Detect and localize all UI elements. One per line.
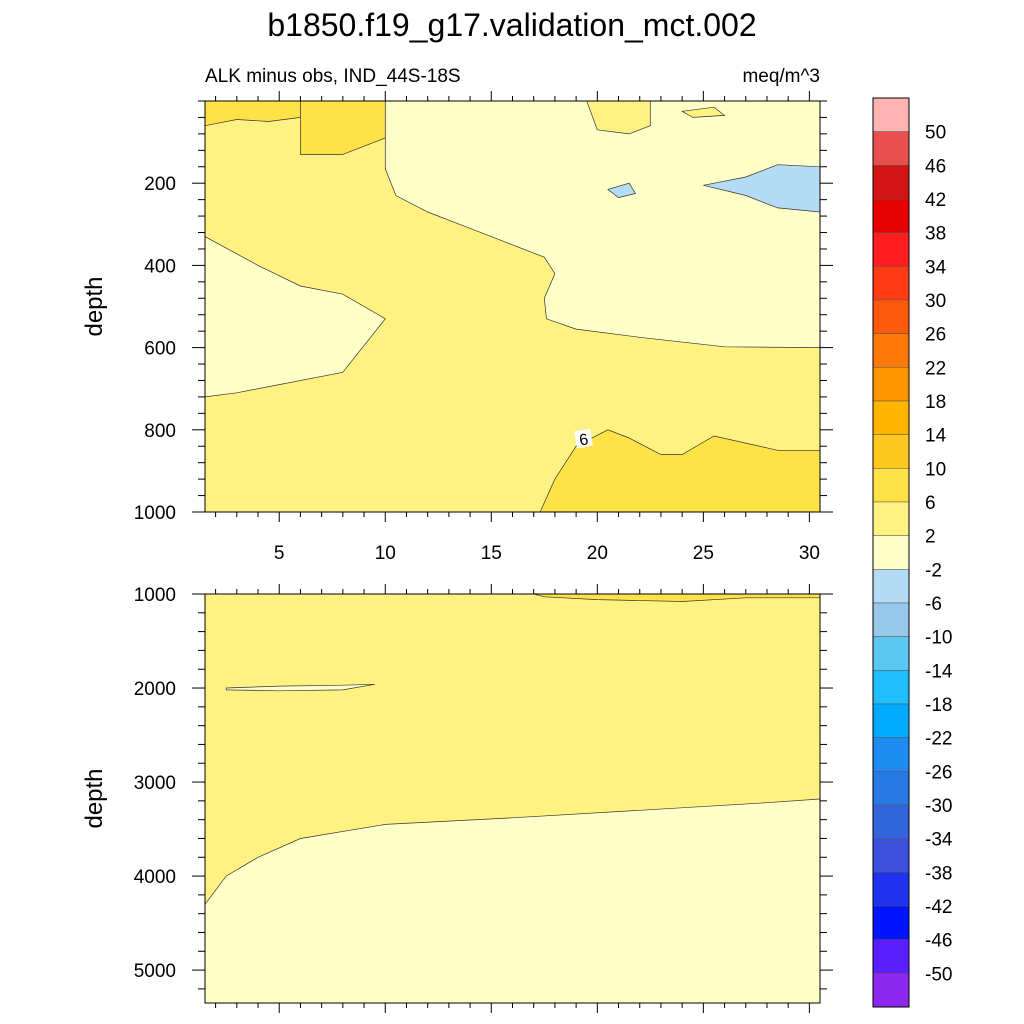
colorbar-label: 42 [925, 190, 946, 211]
colorbar-label: 6 [925, 493, 936, 514]
colorbar-label: 10 [925, 459, 946, 480]
colorbar-swatch [872, 939, 910, 974]
lower-y-axis-title: depth [81, 768, 108, 828]
lower-panel: 1000 2000 3000 4000 5000 depth [81, 584, 833, 1013]
colorbar-swatch [872, 434, 910, 469]
chart-title: b1850.f19_g17.validation_mct.002 [267, 7, 756, 43]
colorbar-label: 26 [925, 325, 946, 346]
contour-label: 6 [578, 431, 590, 449]
lower-contour-region-2 [225, 683, 375, 692]
upper-contour-region-2 [300, 101, 386, 155]
colorbar-swatch [872, 400, 910, 435]
colorbar-label: -6 [925, 594, 942, 615]
colorbar-swatch [872, 468, 910, 503]
upper-y-tick-label: 800 [144, 421, 176, 442]
upper-contour-region-1 [205, 101, 301, 127]
colorbar-label: -22 [925, 729, 952, 750]
upper-x-tick-label: 10 [375, 543, 396, 564]
lower-contour-region-3 [533, 594, 820, 602]
subtitle-left: ALK minus obs, IND_44S-18S [205, 66, 461, 87]
colorbar-label: -34 [925, 830, 953, 851]
colorbar-label: 50 [925, 123, 946, 144]
upper-contour-region-6 [586, 101, 651, 135]
colorbar-label: -14 [925, 661, 953, 682]
colorbar-swatch [872, 131, 910, 166]
upper-contour-region-7 [681, 106, 726, 118]
colorbar-label: -10 [925, 628, 952, 649]
upper-y-tick-label: 600 [144, 339, 176, 360]
contour-label-background [574, 428, 593, 449]
colorbar-label: -38 [925, 863, 952, 884]
colorbar-label: -2 [925, 560, 942, 581]
upper-contour-region-4 [703, 164, 820, 213]
colorbar-label: 46 [925, 156, 946, 177]
upper-x-tick-label: 25 [693, 543, 714, 564]
colorbar-swatch [872, 266, 910, 301]
colorbar-swatch [872, 333, 910, 368]
colorbar-swatch [872, 602, 910, 637]
colorbar-label: 30 [925, 291, 946, 312]
upper-y-tick-label: 200 [144, 174, 176, 195]
upper-x-tick-label: 15 [481, 543, 502, 564]
colorbar-swatch [872, 838, 910, 873]
colorbar-swatch [872, 703, 910, 738]
colorbar-label: -30 [925, 796, 952, 817]
lower-y-tick-label: 1000 [134, 585, 176, 606]
upper-panel: 5 10 15 20 25 30 200 400 600 800 1000 depth 6 [81, 91, 833, 564]
colorbar: 50 46 42 38 34 30 26 22 18 14 10 6 2 -2 -6 -10 -14 -18 -22… [872, 97, 953, 1008]
upper-contour-region-9 [539, 429, 820, 512]
colorbar-swatch [872, 299, 910, 334]
upper-contour-region-3 [384, 101, 820, 348]
colorbar-label: -18 [925, 695, 952, 716]
colorbar-label: 14 [925, 426, 947, 447]
upper-contour-region-8 [205, 236, 386, 398]
colorbar-swatch [872, 535, 910, 570]
upper-contour-region-5 [607, 182, 637, 198]
lower-y-tick-label: 5000 [134, 961, 176, 982]
lower-y-tick-label: 2000 [134, 679, 176, 700]
colorbar-swatch [872, 501, 910, 536]
colorbar-swatch [872, 771, 910, 806]
colorbar-label: -26 [925, 762, 952, 783]
upper-x-tick-label: 5 [274, 543, 285, 564]
colorbar-label: -42 [925, 897, 952, 918]
colorbar-swatch [872, 569, 910, 604]
colorbar-swatch [872, 367, 910, 402]
colorbar-swatch [872, 973, 910, 1008]
lower-y-tick-label: 3000 [134, 773, 176, 794]
colorbar-label: 22 [925, 358, 946, 379]
colorbar-label: 34 [925, 257, 947, 278]
colorbar-swatch [872, 737, 910, 772]
colorbar-swatch [872, 804, 910, 839]
colorbar-swatch [872, 97, 910, 132]
colorbar-swatch [872, 636, 910, 671]
colorbar-swatch [872, 872, 910, 907]
upper-x-tick-label: 30 [799, 543, 820, 564]
upper-x-tick-label: 20 [587, 543, 608, 564]
colorbar-swatch [872, 165, 910, 200]
subtitle-right: meq/m^3 [742, 66, 820, 87]
upper-y-tick-label: 1000 [134, 503, 176, 524]
colorbar-label: 38 [925, 224, 946, 245]
colorbar-swatch [872, 232, 910, 267]
colorbar-label: 18 [925, 392, 946, 413]
colorbar-swatch [872, 198, 910, 233]
colorbar-label: 2 [925, 527, 936, 548]
colorbar-label: -50 [925, 964, 952, 985]
lower-y-tick-label: 4000 [134, 867, 176, 888]
colorbar-label: -46 [925, 931, 952, 952]
colorbar-swatch [872, 670, 910, 705]
colorbar-swatch [872, 905, 910, 940]
upper-y-tick-label: 400 [144, 256, 176, 277]
lower-contour-region-1 [205, 798, 820, 1003]
upper-y-axis-title: depth [81, 276, 108, 336]
colorbar-outline [872, 97, 910, 1008]
